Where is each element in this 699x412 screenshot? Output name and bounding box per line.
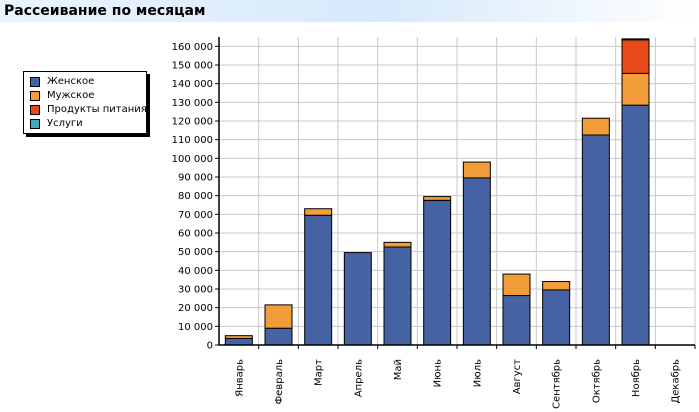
y-tick-label-11: 110 000	[172, 135, 213, 146]
legend-item-series-0: Женское	[30, 75, 94, 88]
y-tick-label-7: 70 000	[178, 210, 213, 221]
y-tick-label-2: 20 000	[178, 303, 213, 314]
bar-0-series-0	[224, 337, 253, 346]
y-tick-label-14: 140 000	[172, 79, 213, 90]
x-tick-label-5: Июнь	[433, 359, 444, 387]
bar-10-series-3	[621, 38, 650, 41]
x-tick-label-1: Февраль	[274, 359, 285, 405]
y-tick-label-9: 90 000	[178, 173, 213, 184]
x-tick-label-2: Март	[314, 359, 325, 386]
bar-4-series-1	[383, 241, 412, 248]
bar-6-series-1	[462, 161, 491, 179]
y-tick-label-1: 10 000	[178, 322, 213, 333]
legend-label-2: Продукты питания	[47, 104, 147, 115]
bar-4-series-0	[383, 246, 412, 346]
y-tick-label-3: 30 000	[178, 285, 213, 296]
legend-label-3: Услуги	[47, 118, 83, 129]
y-tick-label-15: 150 000	[172, 61, 213, 72]
y-tick-label-4: 40 000	[178, 266, 213, 277]
x-tick-label-6: Июль	[472, 359, 483, 387]
bar-8-series-1	[542, 281, 571, 291]
legend-swatch-0	[30, 76, 40, 87]
bar-10-series-1	[621, 72, 650, 106]
bar-2-series-0	[304, 214, 333, 346]
legend-item-series-1: Мужское	[30, 89, 94, 102]
y-tick-label-12: 120 000	[172, 117, 213, 128]
bar-7-series-0	[502, 295, 531, 346]
x-tick-label-3: Апрель	[353, 359, 364, 397]
legend-item-series-2: Продукты питания	[30, 103, 147, 116]
bar-1-series-1	[264, 304, 293, 329]
y-tick-label-5: 50 000	[178, 247, 213, 258]
x-tick-label-9: Октябрь	[591, 359, 602, 403]
bar-3-series-0	[343, 252, 372, 346]
y-tick-label-10: 100 000	[172, 154, 213, 165]
chart-legend: Женское Мужское Продукты питания Услуги	[23, 71, 147, 134]
bar-6-series-0	[462, 177, 491, 346]
x-tick-label-8: Сентябрь	[552, 359, 563, 409]
bar-2-series-1	[304, 208, 333, 216]
x-tick-label-4: Май	[393, 359, 404, 380]
bar-1-series-0	[264, 327, 293, 346]
bar-10-series-2	[621, 39, 650, 74]
bar-10-series-0	[621, 104, 650, 346]
bar-8-series-0	[542, 289, 571, 346]
title-bar: Рассеивание по месяцам	[0, 0, 699, 22]
bar-5-series-0	[423, 199, 452, 346]
y-tick-label-0: 0	[207, 341, 213, 352]
x-tick-label-7: Август	[512, 359, 523, 394]
bar-0-series-1	[224, 335, 253, 339]
legend-label-0: Женское	[47, 76, 95, 87]
bar-9-series-1	[581, 117, 610, 136]
bar-9-series-0	[581, 134, 610, 346]
bar-5-series-1	[423, 196, 452, 201]
bar-7-series-1	[502, 273, 531, 297]
y-tick-label-6: 60 000	[178, 229, 213, 240]
legend-label-1: Мужское	[47, 90, 95, 101]
legend-swatch-3	[30, 118, 40, 129]
y-tick-label-8: 80 000	[178, 191, 213, 202]
legend-item-series-3: Услуги	[30, 117, 83, 130]
x-tick-label-0: Январь	[234, 359, 245, 397]
legend-swatch-1	[30, 90, 40, 101]
y-tick-label-13: 130 000	[172, 98, 213, 109]
x-tick-label-10: Ноябрь	[631, 359, 642, 397]
legend-swatch-2	[30, 104, 40, 115]
y-tick-label-16: 160 000	[172, 42, 213, 53]
chart-title: Рассеивание по месяцам	[4, 3, 206, 19]
x-tick-label-11: Декабрь	[671, 359, 682, 404]
